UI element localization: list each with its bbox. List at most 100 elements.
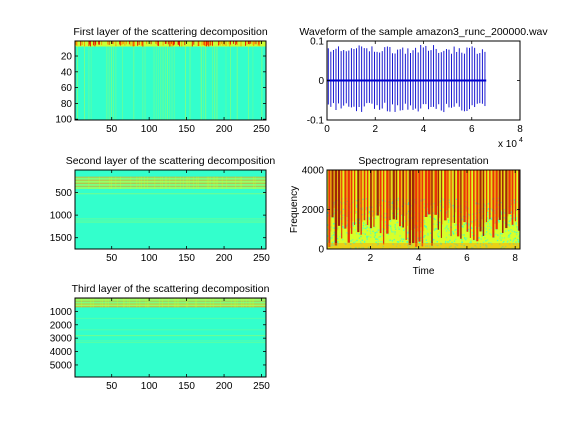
spectrogram-speckle (512, 243, 515, 245)
x-tick-label: 50 (106, 381, 118, 392)
spectrogram-speckle (472, 247, 474, 249)
spectrogram-speckle (435, 228, 438, 230)
spectrogram-column-edge (330, 170, 332, 232)
spectrogram-speckle (406, 237, 409, 240)
spectrogram-speckle (329, 237, 332, 239)
energy-column (95, 41, 97, 45)
energy-stripe (75, 186, 266, 188)
spectrogram-speckle (510, 229, 512, 231)
spectrogram-speckle (508, 229, 510, 232)
spectrogram-column-edge (365, 170, 367, 211)
energy-column (157, 41, 159, 46)
spectrogram-speckle (447, 241, 449, 243)
streak (248, 46, 249, 120)
spectrogram-column-edge (490, 170, 492, 210)
spectrogram-speckle (456, 232, 458, 234)
spectrogram-column (473, 170, 475, 240)
energy-column (173, 41, 175, 45)
energy-column (109, 176, 111, 189)
energy-column (101, 298, 103, 308)
energy-column (115, 41, 117, 47)
energy-column (210, 41, 212, 46)
spectrogram-speckle (362, 226, 364, 229)
spectrogram-speckle (400, 226, 403, 228)
energy-column (254, 41, 255, 45)
energy-column (134, 41, 136, 47)
spectrogram-speckle (509, 233, 511, 236)
spectrogram-speckle (366, 236, 368, 238)
spectrogram-speckle (331, 235, 333, 237)
spectrogram-speckle (372, 230, 374, 233)
spectrogram-column-edge (337, 170, 339, 231)
energy-column (242, 298, 244, 308)
y-tick-label: 1000 (50, 211, 73, 222)
spectrogram-speckle (333, 227, 336, 229)
spectrogram-speckle (500, 233, 502, 235)
spectrogram-column-edge (374, 170, 376, 216)
x-tick-label: 150 (178, 253, 195, 264)
spectrogram-speckle (488, 242, 490, 244)
energy-column (164, 176, 166, 189)
energy-column (182, 176, 184, 189)
spectrogram-column (392, 170, 395, 220)
x-tick-label: 6 (464, 253, 470, 264)
spectrogram-column (489, 170, 491, 220)
energy-column (92, 298, 94, 308)
spectrogram-speckle (337, 241, 339, 243)
spectrogram-column (421, 170, 424, 247)
spectrogram-speckle (369, 230, 371, 232)
spectrogram-speckle (446, 226, 448, 228)
spectrogram-speckle (485, 246, 487, 248)
spectrogram-speckle (355, 247, 357, 249)
spectrogram-speckle (455, 228, 457, 231)
spectrogram-column (386, 170, 389, 234)
spectrogram-speckle (491, 210, 494, 212)
energy-column (181, 41, 183, 47)
spectrogram-speckle (437, 233, 439, 235)
spectrogram-speckle (414, 247, 417, 249)
spectrogram-speckle (510, 215, 512, 217)
spectrogram-speckle (485, 222, 488, 225)
streak (173, 46, 175, 120)
x-exponent-label: x 10 (498, 139, 517, 150)
spectrogram-speckle (489, 225, 491, 227)
energy-column (170, 41, 172, 46)
axes-frame (326, 40, 521, 121)
energy-column (253, 298, 255, 308)
spectrogram-speckle (454, 229, 456, 232)
spectrogram-speckle (438, 235, 440, 238)
spectrogram-speckle (332, 227, 335, 229)
spectrogram-speckle (508, 220, 511, 223)
spectrogram-speckle (439, 247, 442, 249)
spectrogram-speckle (330, 244, 333, 246)
spectrogram-speckle (498, 221, 500, 223)
y-axis-label: Frequency (289, 186, 300, 233)
energy-column (221, 41, 222, 44)
spectrogram-speckle (346, 219, 349, 222)
spectrogram-speckle (517, 228, 519, 231)
streak (83, 46, 85, 120)
energy-column (254, 176, 256, 189)
chart-title: Third layer of the scattering decomposit… (72, 283, 270, 295)
spectrogram-speckle (355, 211, 357, 213)
spectrogram-speckle (506, 241, 509, 243)
spectrogram-speckle (502, 245, 504, 248)
streak (162, 46, 164, 120)
spectrogram-speckle (373, 236, 376, 238)
spectrogram-speckle (399, 235, 401, 237)
spectrogram-speckle (374, 238, 377, 240)
spectrogram-speckle (512, 224, 514, 227)
spectrogram-column-edge (516, 170, 518, 212)
x-tick-label: 200 (216, 381, 233, 392)
spectrogram-speckle (429, 241, 432, 243)
energy-column (201, 41, 203, 46)
spectrogram-speckle (327, 215, 329, 217)
energy-column (166, 176, 168, 189)
energy-column (239, 176, 241, 189)
energy-column (138, 41, 140, 45)
heatmap-4 (75, 298, 266, 377)
energy-column (240, 41, 242, 47)
spectrogram-speckle (490, 217, 492, 219)
spectrogram-speckle (511, 230, 514, 232)
